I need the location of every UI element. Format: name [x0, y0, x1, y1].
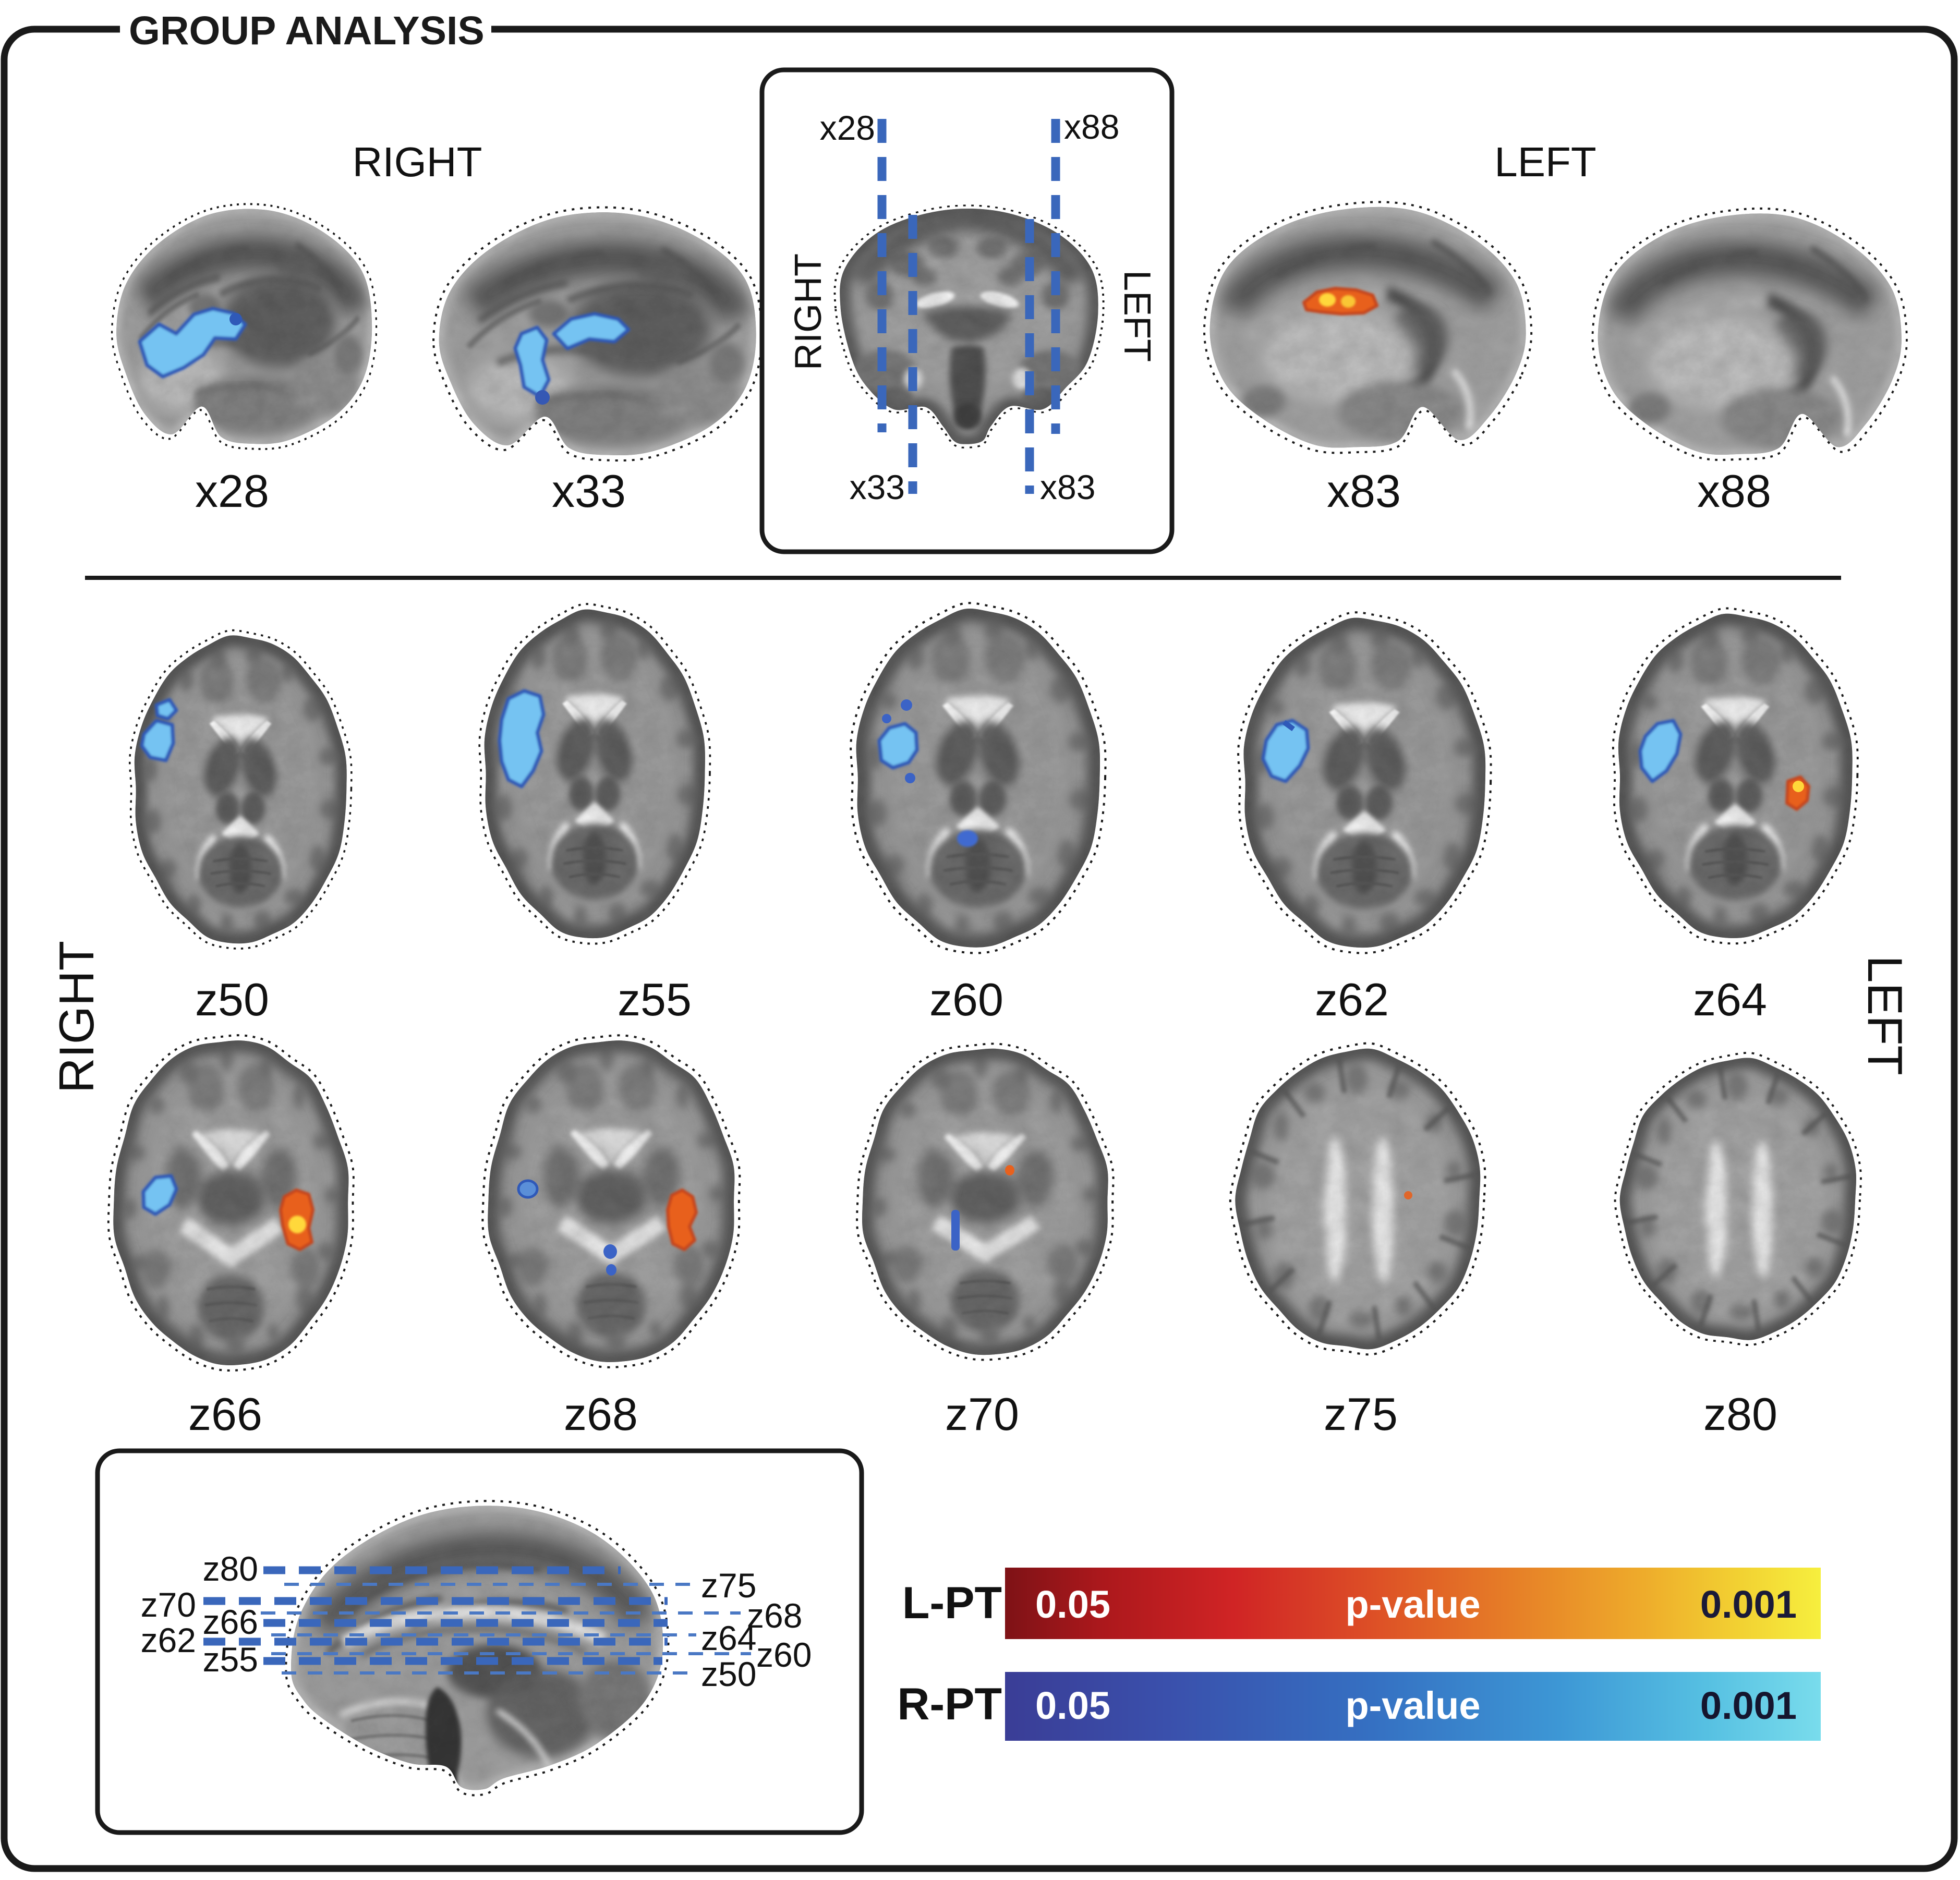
svg-text:z64: z64 [1693, 974, 1767, 1025]
svg-text:x28: x28 [195, 465, 269, 517]
svg-text:z55: z55 [618, 974, 692, 1025]
svg-text:x88: x88 [1064, 107, 1119, 146]
svg-text:z64: z64 [701, 1619, 756, 1657]
svg-text:L-PT: L-PT [902, 1578, 1002, 1628]
svg-text:R-PT: R-PT [897, 1679, 1002, 1729]
svg-text:z75: z75 [1324, 1388, 1398, 1440]
svg-text:z68: z68 [747, 1596, 802, 1635]
svg-text:z70: z70 [141, 1585, 196, 1624]
svg-text:x33: x33 [850, 468, 905, 506]
svg-text:0.05: 0.05 [1035, 1583, 1110, 1626]
svg-text:x83: x83 [1327, 465, 1401, 517]
svg-text:z62: z62 [141, 1621, 196, 1659]
svg-text:x33: x33 [552, 465, 626, 517]
svg-text:z50: z50 [701, 1655, 756, 1693]
svg-text:z60: z60 [756, 1635, 812, 1674]
svg-text:x28: x28 [820, 108, 875, 147]
svg-text:LEFT: LEFT [1858, 955, 1913, 1075]
svg-text:z70: z70 [945, 1388, 1019, 1440]
svg-text:0.001: 0.001 [1700, 1583, 1797, 1626]
svg-text:x88: x88 [1697, 465, 1771, 517]
svg-text:p-value: p-value [1345, 1684, 1480, 1727]
svg-text:z50: z50 [195, 974, 269, 1025]
svg-text:x83: x83 [1040, 468, 1095, 506]
svg-text:z68: z68 [564, 1388, 638, 1440]
svg-text:0.001: 0.001 [1700, 1684, 1797, 1727]
svg-text:z80: z80 [203, 1549, 258, 1588]
svg-text:LEFT: LEFT [1494, 139, 1596, 185]
svg-text:z75: z75 [701, 1566, 756, 1605]
svg-text:z66: z66 [203, 1603, 258, 1641]
svg-text:z80: z80 [1703, 1388, 1777, 1440]
svg-text:RIGHT: RIGHT [353, 139, 482, 185]
svg-text:p-value: p-value [1345, 1583, 1480, 1626]
svg-text:z60: z60 [929, 974, 1003, 1025]
svg-text:RIGHT: RIGHT [49, 941, 104, 1093]
svg-text:RIGHT: RIGHT [788, 253, 829, 370]
svg-text:z62: z62 [1315, 974, 1389, 1025]
svg-text:0.05: 0.05 [1035, 1684, 1110, 1727]
svg-text:z66: z66 [188, 1388, 262, 1440]
svg-text:LEFT: LEFT [1116, 270, 1158, 362]
svg-text:z55: z55 [203, 1640, 258, 1679]
svg-text:GROUP ANALYSIS: GROUP ANALYSIS [129, 8, 485, 53]
